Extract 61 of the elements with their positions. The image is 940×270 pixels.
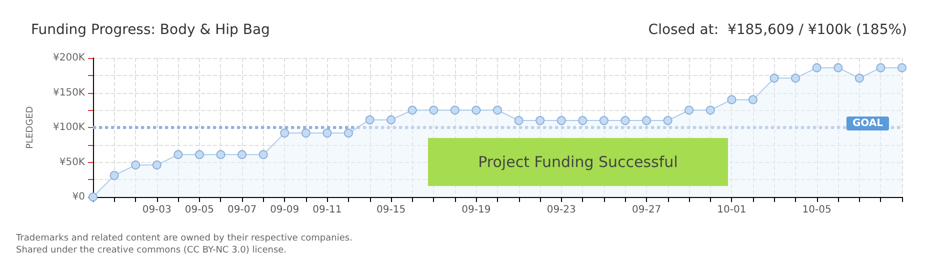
point xyxy=(727,95,736,104)
point xyxy=(429,106,438,115)
x-tick-label: 09-19 xyxy=(462,204,491,216)
x-tick-label: 09-23 xyxy=(546,204,576,216)
y-tick-label: ¥200K xyxy=(52,52,86,64)
x-tick-label: 09-27 xyxy=(632,204,662,216)
x-tick-label: 09-09 xyxy=(270,204,300,216)
y-tick-label: ¥150K xyxy=(52,87,86,98)
point xyxy=(301,128,310,138)
banner-box: Project Funding Successful xyxy=(428,138,728,186)
point xyxy=(620,116,630,126)
point xyxy=(706,106,715,115)
point xyxy=(536,116,545,126)
point xyxy=(472,106,481,115)
point xyxy=(663,116,672,126)
point xyxy=(386,115,396,124)
point xyxy=(834,63,843,72)
text: Shared under the creative commons (CC BY-NC 3.0) license. xyxy=(16,246,287,256)
ref-line-label: GOAL xyxy=(852,118,884,129)
x-tick-label: 09-15 xyxy=(376,204,406,216)
point xyxy=(238,150,247,160)
point xyxy=(748,95,758,104)
point xyxy=(152,160,162,170)
point xyxy=(194,150,204,160)
x-tick-label: 09-07 xyxy=(227,204,257,216)
point xyxy=(174,150,183,160)
y-axis-title: PLEDGED xyxy=(26,106,36,149)
point xyxy=(450,106,460,115)
chart-title: Funding Progress: Body & Hip Bag xyxy=(31,22,270,38)
y-tick-label: ¥0 xyxy=(72,192,85,202)
x-tick-label: 09-03 xyxy=(142,204,172,216)
chart-subtitle: Closed at: ¥185,609 / ¥100k (185%) xyxy=(648,22,908,38)
point xyxy=(599,116,608,126)
y-tick-label: ¥100K xyxy=(52,122,86,133)
point xyxy=(770,74,779,83)
point xyxy=(216,150,226,160)
y-tick-label: ¥50K xyxy=(59,156,86,168)
point xyxy=(684,106,694,115)
point xyxy=(791,74,800,83)
x-tick-label: 09-05 xyxy=(184,204,214,216)
x-tick-label: 09-11 xyxy=(312,204,342,216)
point xyxy=(110,170,119,180)
point xyxy=(365,115,374,124)
point xyxy=(876,63,886,72)
x-tick-label: 10-05 xyxy=(802,204,832,216)
point xyxy=(642,116,652,126)
x-tick-label: 10-01 xyxy=(717,204,746,216)
point xyxy=(578,116,588,126)
point xyxy=(493,106,502,115)
point xyxy=(514,116,524,126)
point xyxy=(898,63,906,72)
point xyxy=(812,63,822,72)
point xyxy=(258,150,268,160)
text: Trademarks and related content are owned by their respective companies. xyxy=(15,234,352,244)
point xyxy=(556,116,566,126)
point xyxy=(322,128,332,138)
point xyxy=(280,128,290,138)
point xyxy=(408,106,417,115)
point xyxy=(131,160,140,170)
point xyxy=(344,128,353,138)
point xyxy=(854,74,864,83)
